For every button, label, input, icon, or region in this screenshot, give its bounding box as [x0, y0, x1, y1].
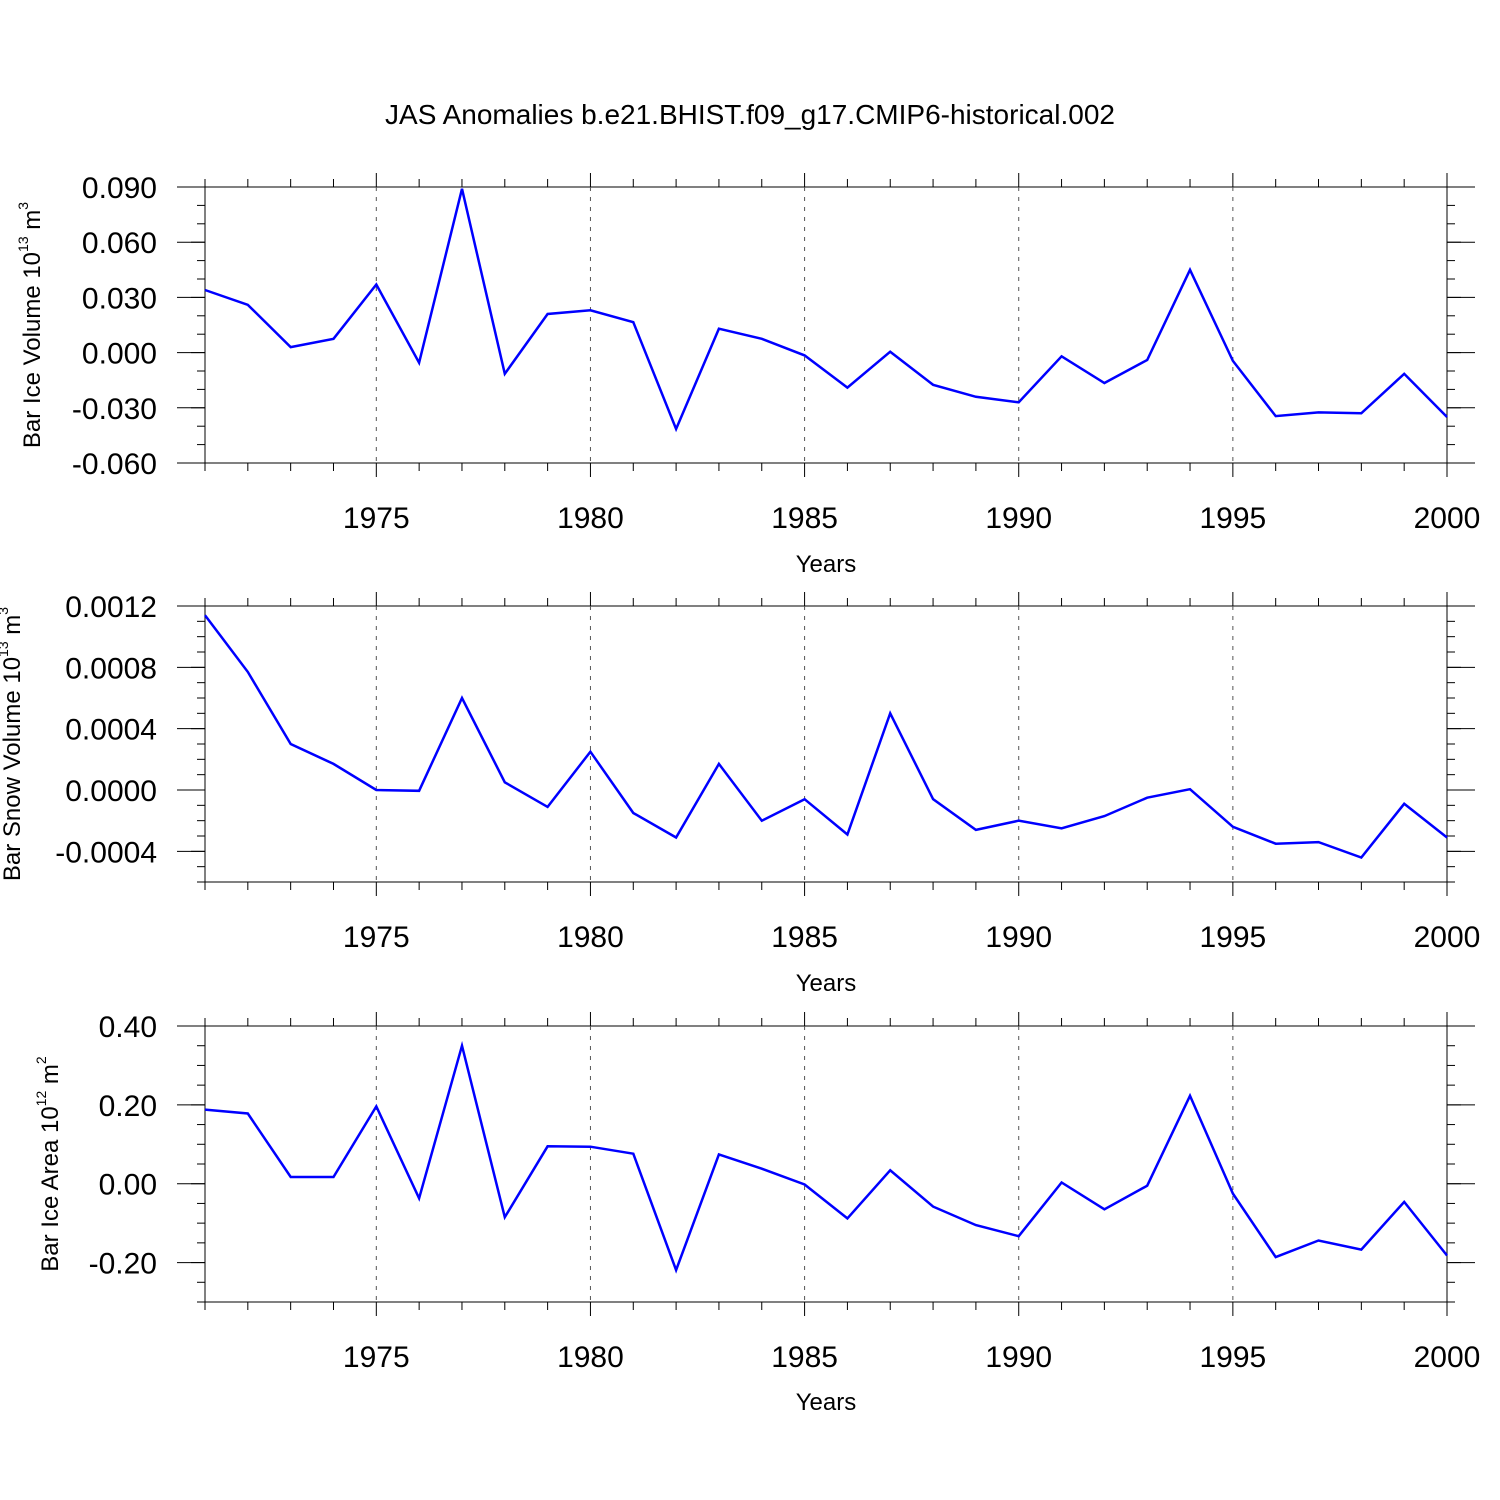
- y-axis-label-ylabel-exp: 13: [0, 641, 11, 657]
- y-axis-label-ylabel-unit: m: [19, 210, 46, 237]
- y-tick-label: 0.090: [82, 172, 157, 205]
- x-tick-label: 1995: [1199, 1341, 1266, 1374]
- y-tick-label: 0.20: [99, 1090, 157, 1123]
- x-axis-label: Years: [796, 970, 857, 997]
- x-tick-label: 1980: [557, 1341, 624, 1374]
- x-tick-label: 1975: [343, 1341, 410, 1374]
- x-tick-label: 1985: [771, 921, 838, 954]
- x-tick-label: 1975: [343, 921, 410, 954]
- y-axis-label: Bar Ice Volume 1013 m3: [15, 202, 46, 448]
- y-tick-label: 0.030: [82, 282, 157, 315]
- y-tick-label: -0.060: [72, 448, 157, 481]
- y-tick-label: 0.000: [82, 338, 157, 371]
- y-axis-label: Bar Snow Volume 1013 m3: [0, 607, 26, 881]
- y-tick-label: 0.060: [82, 227, 157, 260]
- y-tick-label: 0.0000: [65, 775, 157, 808]
- chart-panel-1: 1975 1980 1985 1990 1995 2000 Years -0.060 -0.03…: [15, 172, 1480, 578]
- figure-title: JAS Anomalies b.e21.BHIST.f09_g17.CMIP6-…: [385, 99, 1115, 130]
- chart-panel-2: 1975 1980 1985 1990 1995 2000 Years -0.0004 0.00…: [0, 591, 1480, 997]
- plot-frame: [204, 1025, 1448, 1303]
- x-axis-label: Years: [796, 1389, 857, 1416]
- y-axis-label: Bar Ice Area 1012 m2: [33, 1056, 64, 1272]
- series-line: [204, 1040, 1448, 1274]
- series-line: [204, 188, 1448, 433]
- y-axis-label-ylabel-exp: 13: [15, 236, 31, 252]
- x-tick-label: 1980: [557, 502, 624, 535]
- x-tick-label: 2000: [1414, 1341, 1481, 1374]
- y-axis-label-ylabel-exp: 12: [33, 1091, 49, 1107]
- series-line: [204, 614, 1448, 859]
- y-axis-label-ylabel-unit-exp: 3: [15, 202, 31, 210]
- y-tick-label: -0.030: [72, 393, 157, 426]
- x-tick-label: 1990: [985, 921, 1052, 954]
- y-tick-label: 0.00: [99, 1169, 157, 1202]
- y-tick-label: 0.0012: [65, 591, 157, 624]
- x-tick-label: 1990: [985, 1341, 1052, 1374]
- x-tick-label: 2000: [1414, 921, 1481, 954]
- chart-panel-3: 1975 1980 1985 1990 1995 2000 Years -0.20 0.00 0.…: [33, 1011, 1480, 1416]
- x-tick-label: 1980: [557, 921, 624, 954]
- x-tick-label: 1985: [771, 502, 838, 535]
- y-axis-label-ylabel-unit: m: [37, 1064, 64, 1091]
- plot-frame: [204, 186, 1448, 464]
- y-axis-label-ylabel: Bar Ice Volume 10: [19, 252, 46, 448]
- y-axis-label-ylabel: Bar Ice Area 10: [37, 1106, 64, 1271]
- y-tick-label: 0.40: [99, 1011, 157, 1044]
- x-tick-label: 1995: [1199, 502, 1266, 535]
- x-axis-label: Years: [796, 551, 857, 578]
- x-tick-label: 1995: [1199, 921, 1266, 954]
- y-tick-label: 0.0008: [65, 652, 157, 685]
- plot-frame: [204, 605, 1448, 883]
- y-axis-label-ylabel-unit-exp: 2: [33, 1056, 49, 1064]
- y-tick-label: -0.0004: [55, 836, 157, 869]
- y-axis-label-ylabel-unit-exp: 3: [0, 607, 11, 615]
- x-tick-label: 1990: [985, 502, 1052, 535]
- x-tick-label: 1975: [343, 502, 410, 535]
- y-axis-label-ylabel-unit: m: [0, 615, 26, 642]
- panels: 1975 1980 1985 1990 1995 2000 Years -0.060 -0.03…: [0, 172, 1480, 1416]
- y-axis-label-ylabel: Bar Snow Volume 10: [0, 657, 26, 881]
- y-tick-label: -0.20: [89, 1248, 157, 1281]
- x-tick-label: 1985: [771, 1341, 838, 1374]
- y-tick-label: 0.0004: [65, 714, 157, 747]
- x-tick-label: 2000: [1414, 502, 1481, 535]
